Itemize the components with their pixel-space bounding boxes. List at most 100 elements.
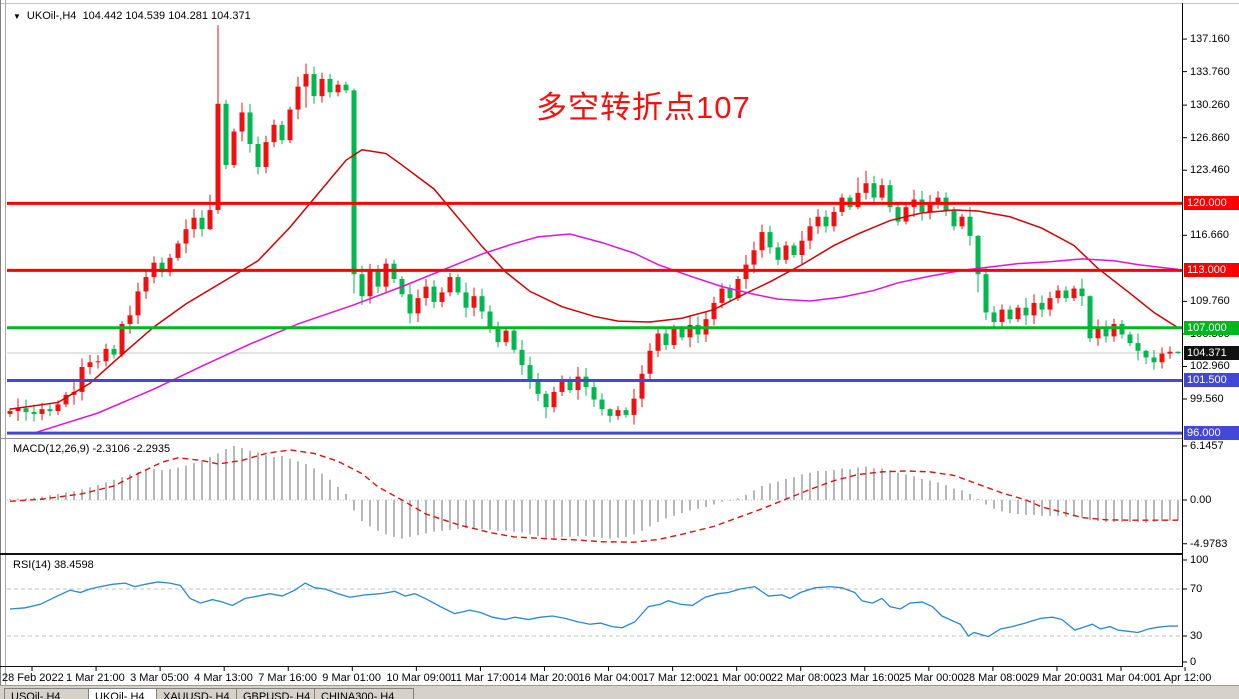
candle-body	[919, 199, 925, 212]
candle-body	[263, 142, 269, 167]
candle-body	[535, 380, 541, 394]
candle-body	[191, 217, 197, 230]
time-tick-label: 4 Mar 13:00	[194, 672, 253, 684]
candle-body	[887, 185, 893, 208]
separator-macd-rsi[interactable]	[0, 553, 1183, 555]
candle-body	[39, 409, 45, 414]
candle-body	[1175, 351, 1181, 353]
time-tick-label: 31 Mar 04:00	[1091, 672, 1156, 684]
candle-body	[7, 411, 13, 414]
candle-body	[135, 291, 141, 316]
candle-body	[711, 302, 717, 320]
separator-main-macd[interactable]	[0, 438, 1182, 439]
symbol-dropdown-icon[interactable]: ▼	[13, 12, 21, 21]
candle-body	[959, 216, 965, 227]
candle-body	[815, 216, 821, 227]
price-tick-label: 123.460	[1190, 164, 1230, 177]
candle-body	[1087, 296, 1093, 339]
candle-body	[871, 183, 877, 198]
candle-body	[479, 296, 485, 312]
chart-tab-USOil-,H4[interactable]: USOil-,H4	[4, 688, 100, 699]
candle-body	[127, 315, 133, 324]
candle-body	[279, 124, 285, 141]
candle-body	[423, 286, 429, 299]
candle-body	[567, 379, 573, 391]
price-tick-label: 130.260	[1190, 99, 1230, 112]
candle-body	[927, 202, 933, 212]
macd-indicator-label: MACD(12,26,9) -2.3106 -2.2935	[13, 443, 171, 455]
price-tick-label: 99.560	[1190, 393, 1224, 405]
time-tick-label: 21 Mar 00:00	[706, 672, 772, 684]
candle-body	[143, 277, 149, 292]
candle-body	[1143, 350, 1149, 358]
candle-body	[103, 348, 109, 362]
symbol-header: ▼ UKOil-,H4 104.442 104.539 104.281 104.3…	[13, 9, 251, 23]
candle-body	[471, 296, 477, 308]
candle-body	[383, 263, 389, 287]
candle-body	[327, 78, 333, 93]
candle-body	[47, 409, 53, 412]
candle-body	[439, 292, 445, 302]
macd-tick-label: 6.1457	[1190, 439, 1224, 452]
candle-body	[687, 324, 693, 338]
candle-body	[431, 286, 437, 302]
candle-body	[1055, 290, 1061, 299]
candle-body	[671, 328, 677, 346]
candle-body	[1159, 353, 1165, 363]
candle-body	[487, 311, 493, 327]
candle-body	[1135, 343, 1141, 351]
candle-body	[863, 183, 869, 193]
time-tick-label: 28 Mar 08:00	[962, 672, 1028, 684]
candle-body	[271, 124, 277, 143]
candle-body	[111, 348, 117, 355]
candle-body	[247, 112, 253, 144]
candle-body	[663, 333, 669, 346]
price-axis-line	[1182, 3, 1183, 667]
candle-body	[543, 393, 549, 408]
candle-body	[1023, 307, 1029, 316]
candle-body	[631, 398, 637, 415]
candle-body	[1079, 288, 1085, 297]
price-badge-96.000: 96.000	[1184, 426, 1239, 441]
candle-body	[551, 391, 557, 408]
candle-body	[199, 217, 205, 230]
symbol-title: UKOil-,H4	[26, 10, 77, 22]
rsi-tick-label: 0	[1190, 656, 1197, 668]
rsi-tick-label: 30	[1190, 630, 1203, 642]
rsi-tick-label: 70	[1190, 583, 1203, 595]
chart-tab-GBPUSD-,H4[interactable]: GBPUSD-,H4	[236, 688, 326, 699]
price-badge-104.371: 104.371	[1184, 345, 1239, 360]
time-tick-label: 23 Mar 16:00	[834, 672, 900, 684]
time-tick-label: 11 Mar 17:00	[450, 672, 515, 684]
price-badge-107.000: 107.000	[1184, 320, 1239, 335]
candle-body	[639, 373, 645, 399]
candle-body	[1031, 302, 1037, 316]
rsi-tick-label: 100	[1190, 554, 1209, 566]
candle-body	[31, 412, 37, 414]
candle-body	[1015, 307, 1021, 320]
candle-body	[23, 408, 29, 413]
candle-body	[831, 211, 837, 227]
candle-body	[463, 292, 469, 308]
candle-body	[591, 387, 597, 400]
candle-body	[615, 410, 621, 416]
candle-body	[623, 410, 629, 415]
candle-body	[791, 245, 797, 256]
chart-tab-XAUUSD-,H4[interactable]: XAUUSD-,H4	[156, 688, 248, 699]
candle-body	[1047, 298, 1053, 310]
candle-body	[415, 298, 421, 314]
candle-body	[231, 131, 237, 166]
chart-tab-UKOil-,H4[interactable]: UKOil-,H4	[88, 688, 166, 699]
candle-body	[207, 210, 213, 230]
left-border	[0, 0, 1, 685]
candle-body	[167, 257, 173, 273]
candle-body	[1095, 326, 1101, 339]
candle-body	[95, 361, 101, 363]
rsi-indicator-label: RSI(14) 38.4598	[13, 559, 94, 571]
candle-body	[607, 409, 613, 416]
candle-body	[903, 207, 909, 222]
candle-body	[655, 333, 661, 351]
chart-tab-CHINA300-,H4[interactable]: CHINA300-,H4	[314, 688, 414, 699]
candle-body	[1071, 288, 1077, 299]
